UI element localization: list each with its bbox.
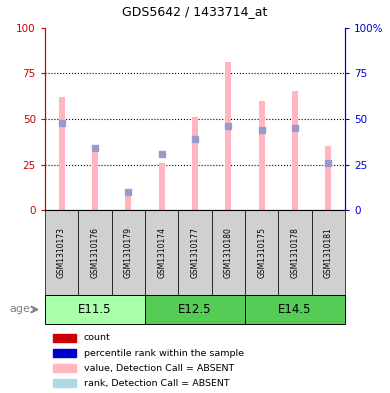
- Text: E12.5: E12.5: [178, 303, 212, 316]
- Text: GSM1310175: GSM1310175: [257, 227, 266, 278]
- Text: GSM1310174: GSM1310174: [157, 227, 166, 278]
- Bar: [326, 146, 332, 210]
- Bar: [259, 101, 265, 210]
- Bar: [53, 379, 76, 387]
- Text: GSM1310179: GSM1310179: [124, 227, 133, 278]
- Bar: [245, 295, 345, 324]
- Text: age: age: [10, 305, 31, 314]
- Bar: [292, 92, 298, 210]
- Bar: [53, 364, 76, 373]
- Bar: [92, 150, 98, 210]
- Text: GSM1310177: GSM1310177: [190, 227, 200, 278]
- Text: E14.5: E14.5: [278, 303, 312, 316]
- Bar: [45, 210, 78, 295]
- Bar: [278, 210, 312, 295]
- Text: count: count: [84, 334, 111, 342]
- Bar: [159, 163, 165, 210]
- Text: GSM1310176: GSM1310176: [90, 227, 99, 278]
- Bar: [178, 210, 212, 295]
- Bar: [125, 196, 131, 210]
- Bar: [245, 210, 278, 295]
- Text: E11.5: E11.5: [78, 303, 112, 316]
- Text: percentile rank within the sample: percentile rank within the sample: [84, 349, 244, 358]
- Bar: [212, 210, 245, 295]
- Bar: [45, 295, 145, 324]
- Text: GSM1310181: GSM1310181: [324, 227, 333, 278]
- Bar: [78, 210, 112, 295]
- Text: GSM1310173: GSM1310173: [57, 227, 66, 278]
- Bar: [145, 295, 245, 324]
- Text: value, Detection Call = ABSENT: value, Detection Call = ABSENT: [84, 364, 234, 373]
- Text: GDS5642 / 1433714_at: GDS5642 / 1433714_at: [122, 5, 268, 18]
- Bar: [53, 349, 76, 357]
- Bar: [312, 210, 345, 295]
- Text: rank, Detection Call = ABSENT: rank, Detection Call = ABSENT: [84, 379, 229, 388]
- Bar: [145, 210, 178, 295]
- Bar: [192, 117, 198, 210]
- Bar: [58, 97, 64, 210]
- Text: GSM1310178: GSM1310178: [291, 227, 300, 278]
- Bar: [112, 210, 145, 295]
- Bar: [53, 334, 76, 342]
- Text: GSM1310180: GSM1310180: [224, 227, 233, 278]
- Bar: [225, 62, 231, 210]
